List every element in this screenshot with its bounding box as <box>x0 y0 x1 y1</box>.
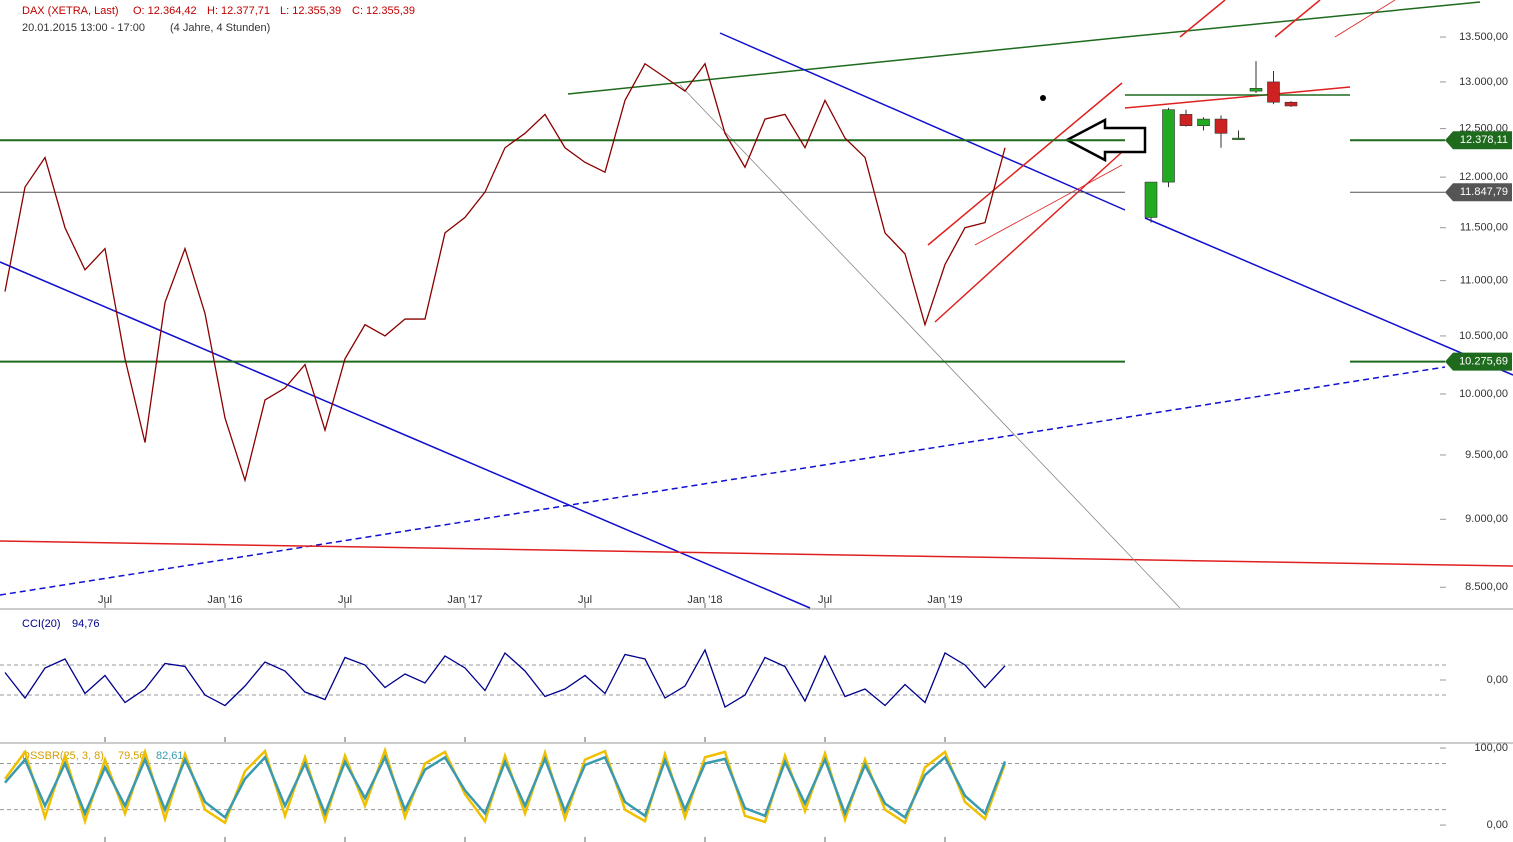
indicator-legend: CCI(20) <box>22 618 61 630</box>
x-tick-label: Jul <box>818 594 832 606</box>
trend-line <box>1124 86 1351 109</box>
y-tick-label: 13.000,00 <box>1459 76 1508 88</box>
indicator-readout: 79,56 <box>118 750 146 762</box>
indicator-readout: 94,76 <box>72 618 100 630</box>
candle-body <box>1179 114 1193 127</box>
price-tag-label: 11.847,79 <box>1460 186 1508 198</box>
candle-body <box>1162 109 1175 183</box>
y-tick-label: 0,00 <box>1487 819 1508 831</box>
x-tick-label: Jan '18 <box>687 594 722 606</box>
x-tick-label: Jan '19 <box>927 594 962 606</box>
channel-line <box>927 82 1123 246</box>
x-tick-label: Jan '17 <box>447 594 482 606</box>
period: (4 Jahre, 4 Stunden) <box>170 22 270 34</box>
trend-line <box>0 540 1513 567</box>
y-tick-label: 8.500,00 <box>1465 581 1508 593</box>
price-tag <box>1445 131 1512 150</box>
channel-line <box>1334 0 1396 38</box>
candle-body <box>1249 88 1263 92</box>
price-tag-label: 12.378,11 <box>1460 134 1508 146</box>
y-tick-label: 11.500,00 <box>1460 222 1508 234</box>
y-tick-label: 0,00 <box>1487 674 1508 686</box>
indicator-readout: 82,61 <box>156 750 184 762</box>
trend-line <box>0 261 811 609</box>
series-line <box>4 62 1006 483</box>
y-tick-label: 9.500,00 <box>1465 449 1508 461</box>
price-tag-label: 10.275,69 <box>1459 356 1508 368</box>
y-tick-label: 12.000,00 <box>1459 171 1508 183</box>
trend-line <box>719 32 1126 211</box>
y-tick-label: 100,00 <box>1474 742 1508 754</box>
subtitle: 20.01.2015 13:00 - 17:00 <box>22 22 145 34</box>
channel-line <box>934 151 1123 323</box>
x-tick-label: Jul <box>578 594 592 606</box>
ohlc: C: 12.355,39 <box>352 5 415 17</box>
channel-line <box>1179 0 1226 38</box>
price-tag <box>1445 352 1512 371</box>
ohlc: L: 12.355,39 <box>280 5 341 17</box>
channel-line <box>974 164 1123 246</box>
x-tick-label: Jul <box>338 594 352 606</box>
x-tick-label: Jan '16 <box>207 594 242 606</box>
candle-body <box>1214 118 1228 134</box>
candle-body <box>1267 81 1280 103</box>
indicator-legend: DSSBR(25, 3, 8) <box>22 750 104 762</box>
trend-line <box>679 84 1181 609</box>
candle-body <box>1284 101 1298 107</box>
y-tick-label: 9.000,00 <box>1465 513 1508 525</box>
channel-line <box>1274 0 1321 38</box>
candle-body <box>1144 181 1158 218</box>
candle-body <box>1232 137 1245 140</box>
y-tick-label: 10.500,00 <box>1459 330 1508 342</box>
y-tick-label: 13.500,00 <box>1459 31 1508 43</box>
trend-line <box>567 1 1481 95</box>
trend-line <box>0 366 1446 596</box>
ohlc: O: 12.364,42 <box>133 5 197 17</box>
x-tick-label: Jul <box>98 594 112 606</box>
series-line <box>4 754 1007 820</box>
chart-title: DAX (XETRA, Last) <box>22 5 119 17</box>
trend-line <box>1144 217 1513 376</box>
ohlc: H: 12.377,71 <box>207 5 270 17</box>
price-tag <box>1445 183 1512 202</box>
series-line <box>4 648 1006 708</box>
y-tick-label: 11.000,00 <box>1460 275 1508 287</box>
y-tick-label: 10.000,00 <box>1459 388 1508 400</box>
candle-body <box>1197 118 1210 127</box>
trend-lines <box>0 0 1513 609</box>
marker-dot <box>1040 95 1046 101</box>
